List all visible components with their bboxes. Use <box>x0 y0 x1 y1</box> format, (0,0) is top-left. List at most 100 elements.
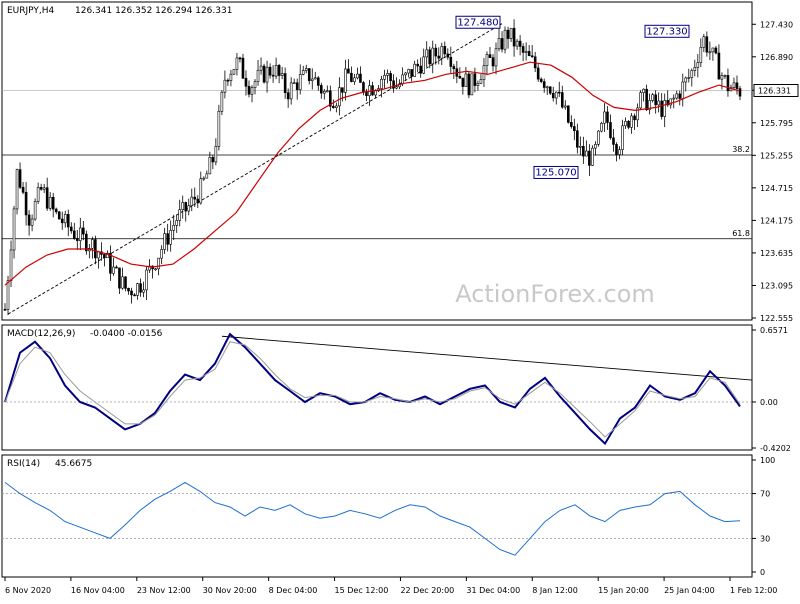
candle-body <box>654 94 657 106</box>
x-tick-label: 16 Nov 04:00 <box>71 586 125 595</box>
candle-body <box>238 57 242 60</box>
candle-body <box>109 252 112 274</box>
macd-layer <box>2 332 753 446</box>
candle-body <box>582 146 585 157</box>
candle-body <box>476 83 480 86</box>
candle-body <box>350 72 353 82</box>
candle-body <box>166 233 169 245</box>
candle-body <box>247 85 251 95</box>
candle-body <box>54 208 58 213</box>
current-price-box <box>753 83 799 97</box>
candle-body <box>524 51 528 53</box>
candle-body <box>404 72 407 76</box>
candle-body <box>597 130 600 145</box>
candle-body <box>214 145 218 163</box>
candle-body <box>669 98 673 106</box>
fib-label-0: 38.2 <box>732 145 750 154</box>
candle-body <box>326 90 329 93</box>
price-ohlc: 126.341 126.352 126.294 126.331 <box>75 6 232 16</box>
candle-body <box>323 90 326 94</box>
candle-body <box>253 81 257 88</box>
candle-body <box>223 79 227 93</box>
candle-body <box>220 91 224 112</box>
candle-body <box>461 77 465 87</box>
candle-body <box>738 88 742 97</box>
candle-body <box>410 69 413 77</box>
candle-body <box>482 65 486 80</box>
candle-body <box>3 308 7 311</box>
candle-body <box>178 209 182 221</box>
candle-body <box>548 86 552 94</box>
candle-body <box>283 73 287 93</box>
candle-body <box>202 177 206 180</box>
candle-body <box>42 187 46 190</box>
candle-body <box>726 75 730 92</box>
candle-body <box>386 73 389 76</box>
candle-body <box>413 63 416 77</box>
candle-body <box>440 46 444 59</box>
candle-body <box>9 249 13 281</box>
candle-body <box>566 105 570 123</box>
candle-body <box>530 55 534 58</box>
candle-body <box>130 290 133 296</box>
price-title: EURJPY,H4 <box>7 6 55 16</box>
candle-body <box>319 85 323 94</box>
rsi-panel-frame <box>1 454 753 578</box>
candle-body <box>494 48 498 67</box>
candle-body <box>277 64 281 76</box>
rsi-line <box>4 481 741 556</box>
macd-tick-label: 0.00 <box>760 398 778 407</box>
candle-body <box>139 283 142 293</box>
macd-tick-label: 0.6571 <box>760 326 788 335</box>
candle-body <box>335 105 338 108</box>
candle-body <box>313 77 317 80</box>
candle-body <box>636 107 639 121</box>
candle-body <box>479 79 483 84</box>
candle-body <box>557 91 561 94</box>
candle-body <box>289 82 293 100</box>
candle-body <box>612 137 615 145</box>
price-tick-label: 125.795 <box>760 119 793 128</box>
candle-body <box>428 49 432 65</box>
candle-body <box>33 201 37 220</box>
candle-body <box>154 268 157 271</box>
candle-body <box>554 91 558 99</box>
candle-body <box>518 40 522 47</box>
candle-body <box>172 224 175 231</box>
candle-body <box>193 196 197 200</box>
candle-body <box>500 38 504 50</box>
candle-body <box>72 230 76 239</box>
candle-body <box>696 62 700 68</box>
candle-body <box>307 68 311 81</box>
candle-body <box>515 40 519 47</box>
candle-body <box>271 74 275 77</box>
candle-body <box>621 125 624 150</box>
candle-body <box>437 55 441 59</box>
candle-body <box>298 74 302 90</box>
candle-body <box>723 75 727 77</box>
candle-body <box>115 266 118 269</box>
macd-signal-line <box>4 341 741 438</box>
candle-body <box>94 239 97 259</box>
candle-body <box>560 92 564 108</box>
rsi-layer <box>2 481 752 556</box>
candle-body <box>347 68 350 74</box>
candle-body <box>470 73 474 96</box>
candle-body <box>570 122 573 127</box>
candle-body <box>389 73 392 82</box>
candle-body <box>717 52 721 80</box>
candle-body <box>145 269 148 291</box>
candle-body <box>66 214 70 228</box>
candle-body <box>175 220 179 226</box>
candle-body <box>268 66 272 76</box>
annotation-box-0 <box>455 15 501 29</box>
candle-body <box>57 211 61 220</box>
candle-body <box>714 47 718 54</box>
candle-body <box>332 105 335 108</box>
price-tick-label: 122.555 <box>760 314 793 323</box>
rsi-title: RSI(14) <box>7 459 40 469</box>
x-tick-label: 8 Dec 04:00 <box>269 586 318 595</box>
candle-body <box>624 120 627 127</box>
candle-body <box>576 130 579 148</box>
candle-body <box>181 202 185 210</box>
